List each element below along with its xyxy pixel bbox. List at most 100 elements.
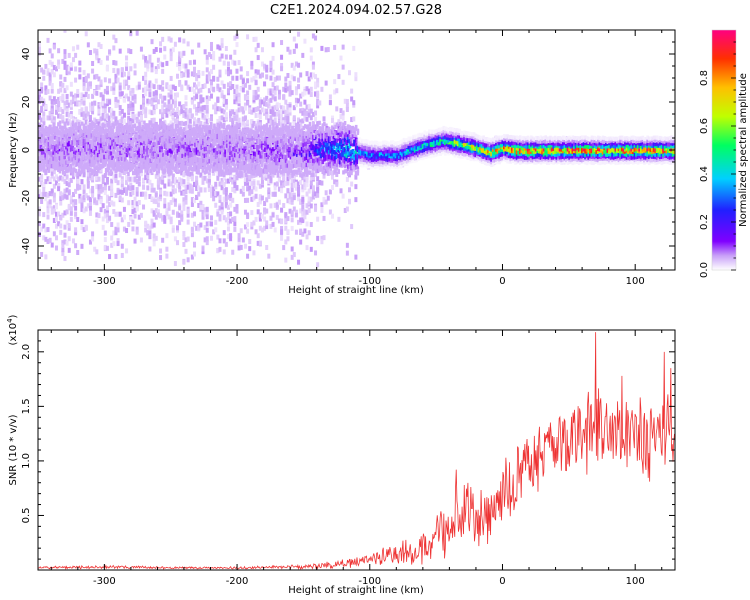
spectrogram-cell [93, 150, 97, 155]
spectrogram-cell [305, 209, 309, 215]
spectrogram-cell [127, 221, 131, 227]
spectrogram-cell [229, 113, 233, 119]
spectrogram-cell [233, 99, 237, 105]
spectrogram-cell [92, 136, 95, 141]
spectrogram-cell [133, 177, 137, 183]
spectrogram-cell [280, 188, 284, 194]
spectrogram-cell [256, 106, 260, 112]
spectrogram-cell [205, 59, 209, 65]
spectrogram-cell [40, 198, 44, 204]
spectrogram-cell [282, 117, 286, 123]
spectrogram-cell [131, 113, 135, 119]
spectrogram-cell [237, 237, 241, 243]
spectrogram-cell [237, 101, 241, 107]
spectrogram-cell [38, 176, 41, 182]
spectrogram-cell [41, 133, 44, 138]
spectrogram-cell [68, 156, 71, 161]
spectrogram-cell [112, 82, 116, 88]
spectrogram-cell [150, 223, 154, 229]
spectrogram-cell [169, 181, 173, 187]
spectrogram-cell [103, 88, 107, 94]
spectrogram-cell [303, 185, 307, 191]
spectrogram-cell [195, 180, 199, 186]
spectrogram-cell [233, 35, 237, 41]
spectrogram-cell [80, 148, 84, 153]
spectrogram-cell [226, 194, 230, 200]
spectrogram-cell [135, 201, 139, 207]
spectrogram-cell [84, 155, 87, 160]
spectrogram-cell [250, 224, 254, 230]
spectrogram-cell [127, 176, 131, 182]
spectrogram-cell [152, 222, 156, 228]
spectrogram-cell [131, 209, 135, 215]
spectrogram-cell [182, 63, 186, 69]
spectrogram-cell [144, 71, 148, 77]
spectrogram-cell [284, 109, 288, 115]
spectrogram-cell [314, 110, 318, 116]
spectrogram-cell [288, 103, 292, 109]
spectrogram-cell [63, 60, 67, 66]
spectrogram-cell [303, 174, 307, 180]
spectrogram-cell [256, 55, 260, 61]
spectrogram-cell [125, 61, 129, 67]
spectrogram-cell [59, 191, 63, 197]
spectrogram-cell [299, 108, 303, 114]
spectrogram-cell [345, 242, 349, 248]
spectrogram-cell [173, 96, 177, 102]
spectrogram-cell [252, 95, 256, 101]
spectrogram-cell [114, 99, 118, 105]
spectrogram-cell [84, 193, 88, 199]
spectrogram-cell [263, 171, 267, 177]
spectrogram-cell [273, 117, 277, 123]
spectrogram-cell [186, 41, 190, 47]
spectrogram-cell [220, 108, 224, 114]
spectrogram-cell [63, 76, 67, 82]
spectrogram-cell [216, 234, 220, 240]
spectrogram-cell [280, 109, 284, 115]
spectrogram-cell [69, 128, 73, 133]
spectrogram-cell [254, 160, 258, 166]
spectrogram-cell [57, 107, 61, 113]
spectrogram-cell [97, 176, 101, 182]
spectrogram-cell [218, 72, 222, 78]
spectrogram-cell [74, 159, 78, 164]
spectrogram-cell [82, 147, 86, 153]
spectrogram-cell [301, 196, 305, 202]
spectrogram-cell [258, 99, 262, 105]
spectrogram-cell [114, 38, 118, 44]
spectrogram-cell [55, 157, 59, 162]
spectrogram-cell [95, 125, 98, 131]
spectrogram-cell [222, 197, 226, 203]
spectrogram-cell [273, 86, 277, 92]
spectrogram-cell [65, 134, 68, 139]
spectrogram-cell [333, 44, 337, 50]
spectrogram-cell [45, 144, 49, 149]
spectrogram-cell [243, 105, 247, 111]
spectrogram-cell [163, 54, 167, 60]
spectrogram-cell [68, 166, 71, 171]
spectrogram-cell [233, 94, 237, 100]
spectrogram-cell [52, 156, 55, 161]
spectrogram-cell [71, 97, 75, 103]
spectrogram-cell [218, 197, 222, 203]
spectrogram-cell [226, 215, 230, 221]
spectrogram-cell [152, 109, 156, 115]
spectrogram-cell [144, 59, 148, 65]
spectrogram-cell [65, 240, 69, 246]
spectrogram-cell [133, 130, 137, 136]
spectrogram-cell [243, 176, 247, 182]
spectrogram-cell [269, 106, 273, 112]
spectrogram-cell [229, 173, 233, 179]
spectrogram-cell [60, 126, 63, 131]
spectrogram-cell [233, 216, 237, 222]
spectrogram-cell [100, 163, 103, 169]
spectrogram-cell [90, 133, 94, 138]
spectrogram-cell [235, 42, 239, 48]
spectrogram-cell [265, 197, 269, 203]
spectrogram-cell [118, 195, 122, 201]
spectrogram-cell [284, 180, 288, 186]
spectrogram-cell [305, 110, 309, 116]
spectrogram-cell [50, 127, 54, 132]
spectrogram-cell [184, 184, 188, 190]
spectrogram-cell [182, 104, 186, 110]
